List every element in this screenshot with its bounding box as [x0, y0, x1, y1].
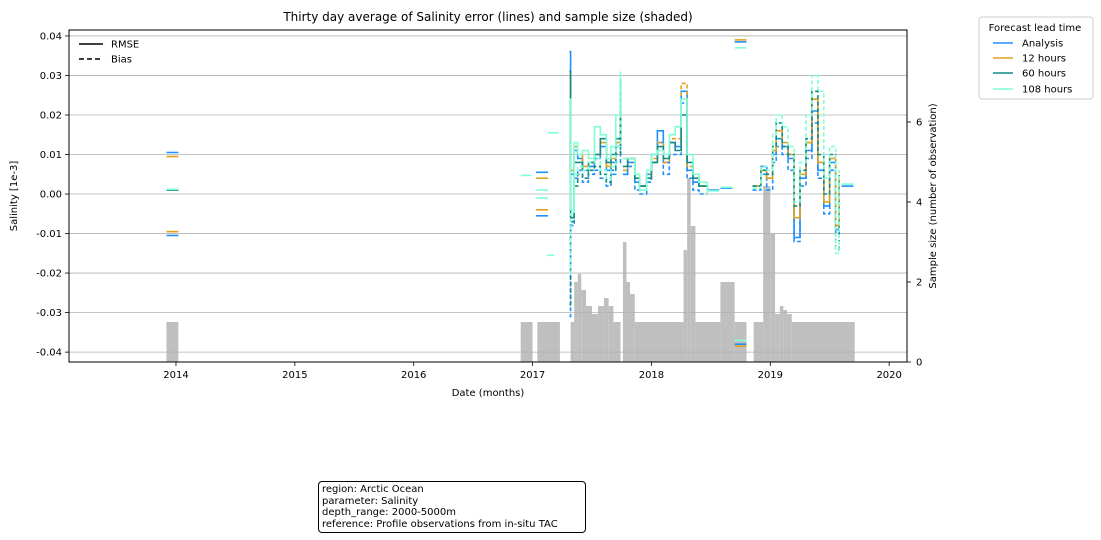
- sample-bar-30: [791, 322, 855, 362]
- y-tick-label-4: 0.00: [40, 190, 62, 201]
- y2-tick-label-0: 0: [916, 358, 922, 369]
- reference-text: reference: Profile observations from in-…: [322, 518, 558, 530]
- plot-frame: [68, 29, 908, 363]
- x-tick-label-5: 2019: [758, 370, 783, 381]
- y-tick-label-5: -0.01: [36, 229, 62, 240]
- sample-bar-24: [763, 186, 771, 362]
- series-lines: [166, 39, 854, 347]
- sample-bar-0: [166, 322, 179, 362]
- sample-bar-20: [695, 322, 721, 362]
- x-tick-label-3: 2017: [520, 370, 545, 381]
- y-axis-label: Salinity [1e-3]: [9, 161, 20, 232]
- sample-bar-26: [775, 314, 780, 362]
- bias-legend-label: Bias: [111, 55, 132, 66]
- sample-bar-1: [520, 322, 533, 362]
- parameter-text: parameter: Salinity: [322, 495, 419, 507]
- x-tick-label-4: 2018: [639, 370, 664, 381]
- y2-tick-label-3: 6: [916, 118, 922, 129]
- analysis-legend-label: Analysis: [1022, 39, 1063, 50]
- lead-time-legend: Forecast lead time Analysis 12 hours 60 …: [978, 16, 1094, 100]
- series-3-segment-8: [622, 98, 709, 194]
- y-tick-label-6: -0.02: [36, 269, 62, 280]
- sample-bar-18: [687, 178, 691, 362]
- 60-hours-legend-label: 60 hours: [1022, 69, 1066, 80]
- y-tick-label-2: 0.02: [40, 110, 62, 121]
- sample-bar-11: [608, 306, 614, 362]
- sample-bar-14: [626, 282, 631, 362]
- y-tick-label-8: -0.04: [36, 348, 62, 359]
- sample-bar-5: [577, 274, 582, 362]
- rmse-legend-label: RMSE: [111, 40, 139, 51]
- sample-bar-21: [720, 282, 735, 362]
- sample-bar-6: [581, 290, 587, 362]
- y-tick-label-0: 0.04: [40, 31, 62, 42]
- 108-hours-legend-label: 108 hours: [1022, 85, 1072, 96]
- sample-bar-4: [574, 282, 578, 362]
- y-tick-label-3: 0.01: [40, 150, 62, 161]
- series-3-segment-7: [569, 87, 622, 274]
- x-tick-label-6: 2020: [876, 370, 901, 381]
- series-3-segment-6: [569, 71, 622, 211]
- y-axis-ticks: 0.04 0.03 0.02 0.01 0.00 -0.01 -0.02 -0.03 -0.04: [36, 31, 69, 359]
- sample-bar-29: [786, 314, 792, 362]
- chart-title: Thirty day average of Salinity error (li…: [282, 10, 692, 24]
- x-tick-label-0: 2014: [163, 370, 188, 381]
- sample-bar-7: [586, 306, 593, 362]
- series-2-segment-4: [752, 90, 840, 251]
- sample-bar-23: [753, 322, 764, 362]
- sample-bar-17: [683, 250, 688, 362]
- sample-bar-9: [597, 306, 604, 362]
- style-legend: RMSE Bias: [79, 40, 139, 66]
- series-2-segment-3: [622, 114, 709, 191]
- sample-bar-13: [622, 242, 627, 362]
- x-tick-label-1: 2015: [282, 370, 307, 381]
- sample-bar-2: [537, 322, 560, 362]
- series-0-segment-13: [752, 122, 840, 243]
- sample-bar-12: [613, 322, 621, 362]
- y2-axis-label: Sample size (number of observation): [928, 103, 939, 288]
- metadata-info-box: region: Arctic Ocean parameter: Salinity…: [318, 481, 586, 533]
- depth-range-text: depth_range: 2000-5000m: [322, 507, 456, 518]
- y2-tick-label-1: 2: [916, 278, 922, 289]
- x-axis-ticks: 2014 2015 2016 2017 2018 2019 2020: [163, 362, 902, 381]
- y-tick-label-1: 0.03: [40, 71, 62, 82]
- x-axis-label: Date (months): [452, 388, 525, 399]
- 12-hours-legend-label: 12 hours: [1022, 54, 1066, 65]
- sample-bar-28: [783, 310, 787, 362]
- series-3-segment-13: [752, 74, 840, 255]
- lead-time-legend-title: Forecast lead time: [989, 23, 1082, 34]
- sample-bar-16: [634, 322, 684, 362]
- sample-bar-25: [770, 234, 776, 362]
- lead-time-legend-frame: [978, 16, 1094, 100]
- series-1-segment-8: [752, 98, 840, 227]
- sample-bar-3: [570, 322, 575, 362]
- x-tick-label-2: 2016: [401, 370, 426, 381]
- grid-lines: [69, 35, 907, 353]
- y2-tick-label-2: 4: [916, 198, 922, 209]
- series-0-segment-7: [622, 102, 708, 195]
- sample-bar-19: [690, 226, 696, 362]
- sample-bar-10: [603, 298, 609, 362]
- sample-bar-15: [630, 294, 635, 362]
- sample-bar-27: [779, 306, 784, 362]
- y-tick-label-7: -0.03: [36, 308, 62, 319]
- sample-bar-22: [734, 322, 747, 362]
- y2-axis-ticks: 0 2 4 6: [907, 118, 922, 369]
- sample-size-bars: [166, 178, 855, 362]
- sample-bar-8: [592, 314, 598, 362]
- region-text: region: Arctic Ocean: [322, 484, 424, 495]
